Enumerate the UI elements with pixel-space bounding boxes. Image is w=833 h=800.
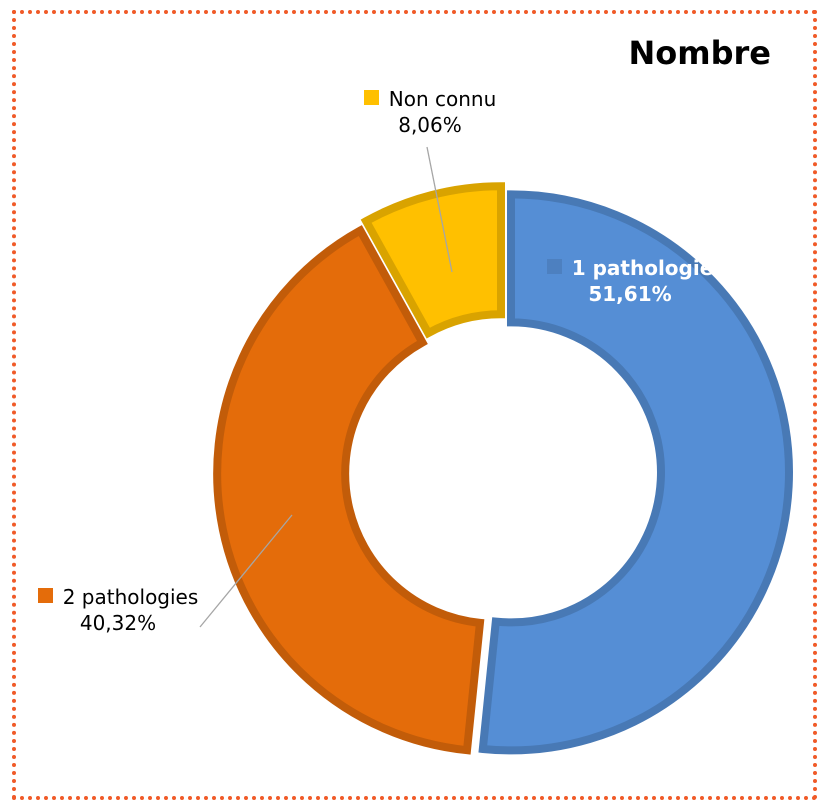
category-label: Non connu [388, 87, 497, 111]
legend-swatch [546, 259, 562, 274]
chart-title: Nombre [628, 34, 772, 72]
leader-line [199, 514, 293, 628]
legend-swatch [363, 90, 379, 105]
value-label: 40,32% [79, 611, 157, 635]
category-label: 1 pathologie [571, 256, 714, 280]
page: {"chart_data": {"type": "donut", "title"… [12, 10, 817, 800]
slice [478, 190, 793, 755]
value-label: 8,06% [398, 113, 462, 137]
slice [213, 225, 485, 755]
value-label: 51,61% [588, 282, 672, 306]
legend-swatch [37, 588, 53, 603]
category-label: 2 pathologies [62, 585, 199, 609]
leader-line [426, 146, 453, 273]
slice [360, 182, 505, 339]
data-label: Non connu 8,06% [345, 86, 515, 138]
chart [199, 146, 793, 755]
data-label: 2 pathologies 40,32% [28, 584, 208, 636]
data-label: 1 pathologie 51,61% [540, 255, 720, 307]
